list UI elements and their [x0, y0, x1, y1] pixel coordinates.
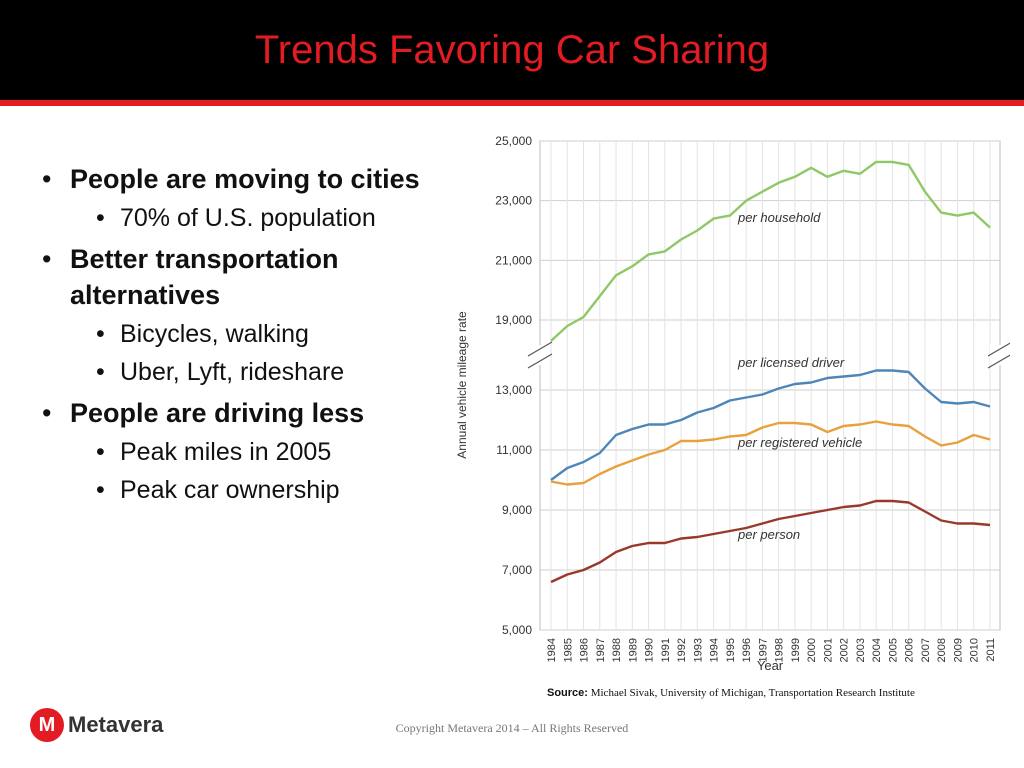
x-tick-label: 1996	[741, 638, 753, 662]
header-accent-bar	[0, 100, 1024, 106]
chart-source: Source: Michael Sivak, University of Mic…	[547, 687, 915, 699]
series-label-per-licensed-driver: per licensed driver	[737, 355, 845, 370]
series-label-per-person: per person	[737, 527, 800, 542]
x-tick-label: 2005	[887, 638, 899, 662]
x-tick-label: 2007	[920, 638, 932, 662]
x-tick-label: 2010	[969, 638, 981, 662]
x-tick-label: 2006	[904, 638, 916, 662]
sub-bullet-rideshare: Uber, Lyft, rideshare	[40, 355, 470, 389]
mileage-line-chart: 5,000 7,000 9,000 11,000 13,000 19,000 21,000 2…	[455, 134, 1010, 673]
axis-break-left	[527, 341, 553, 357]
series-label-per-registered-vehicle: per registered vehicle	[737, 435, 862, 450]
x-tick-label: 1995	[725, 638, 737, 662]
x-tick-label: 1989	[627, 638, 639, 662]
sub-bullet-bicycles: Bicycles, walking	[40, 317, 470, 351]
x-tick-label: 1992	[676, 638, 688, 662]
x-tick-label: 1997	[757, 638, 769, 662]
series-label-per-household: per household	[737, 210, 821, 225]
slide-title: Trends Favoring Car Sharing	[254, 28, 770, 72]
x-tick-label: 1986	[579, 638, 591, 662]
y-tick-label: 7,000	[502, 563, 532, 577]
y-tick-label: 9,000	[502, 503, 532, 517]
x-tick-label: 1988	[611, 638, 623, 662]
series-line-per-registered-vehicle	[550, 420, 991, 486]
y-tick-label: 25,000	[495, 134, 532, 148]
bullet-list: People are moving to cities 70% of U.S. …	[40, 155, 470, 507]
y-tick-label: 11,000	[496, 443, 532, 457]
x-tick-label: 1985	[562, 638, 574, 662]
source-label: Source:	[547, 687, 588, 699]
x-tick-label: 2000	[806, 638, 818, 662]
company-logo: M Metavera	[30, 708, 163, 742]
y-tick-label: 5,000	[502, 623, 532, 637]
x-tick-label: 1993	[692, 638, 704, 662]
bullet-transportation-alternatives: Better transportation alternatives	[40, 241, 470, 313]
metavera-logo-icon: M	[30, 708, 64, 742]
axis-break-right-mask	[990, 345, 1010, 365]
y-tick-label: 23,000	[495, 194, 532, 208]
x-tick-label: 2004	[871, 638, 883, 662]
series-line-per-person	[550, 499, 991, 584]
axis-break-right	[987, 342, 1010, 357]
bullet-driving-less: People are driving less	[40, 395, 470, 431]
series-line-per-household	[550, 160, 991, 342]
x-tick-label: 2002	[839, 638, 851, 662]
x-tick-label: 1994	[709, 638, 721, 662]
y-tick-label: 13,000	[495, 383, 532, 397]
x-tick-label: 1998	[774, 638, 786, 662]
sub-bullet-population: 70% of U.S. population	[40, 201, 470, 235]
y-tick-label: 19,000	[495, 313, 532, 327]
y-tick-label: 21,000	[495, 253, 532, 267]
logo-wordmark: Metavera	[68, 712, 164, 737]
x-tick-label: 1990	[644, 638, 656, 662]
x-tick-label: 1984	[546, 638, 558, 662]
x-tick-label: 1987	[595, 638, 607, 662]
axis-break-left	[527, 353, 553, 369]
x-tick-label: 2003	[855, 638, 867, 662]
x-tick-label: 2009	[952, 638, 964, 662]
x-tick-label: 2011	[985, 638, 997, 662]
x-tick-label: 2001	[822, 638, 834, 662]
y-axis-title: Annual vehicle mileage rate	[455, 311, 469, 459]
axis-break-left-mask	[530, 345, 550, 365]
series-line-per-licensed-driver	[550, 369, 991, 481]
copyright-notice: Copyright Metavera 2014 – All Rights Res…	[395, 721, 629, 735]
bullet-moving-to-cities: People are moving to cities	[40, 161, 470, 197]
sub-bullet-peak-ownership: Peak car ownership	[40, 473, 470, 507]
sub-bullet-peak-miles: Peak miles in 2005	[40, 435, 470, 469]
axis-break-right	[987, 354, 1010, 369]
x-tick-label: 2008	[936, 638, 948, 662]
x-axis-title: Year	[757, 658, 784, 673]
x-tick-label: 1991	[660, 638, 672, 662]
x-tick-label: 1999	[790, 638, 802, 662]
source-text: Michael Sivak, University of Michigan, T…	[590, 687, 915, 699]
title-bar	[0, 0, 1024, 100]
